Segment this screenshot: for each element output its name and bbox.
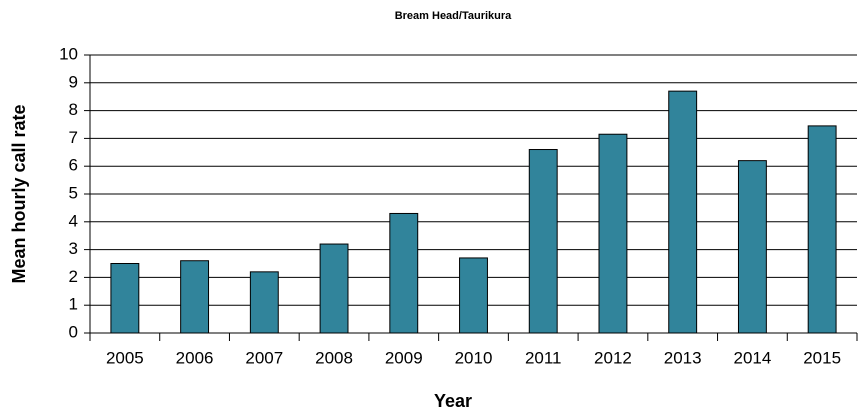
x-axis-label: Year: [434, 391, 472, 411]
bar: [528, 149, 558, 334]
y-tick-label: 5: [69, 183, 78, 202]
x-tick-label: 2014: [733, 348, 771, 367]
y-tick-label: 10: [59, 44, 78, 63]
y-tick-label: 3: [69, 239, 78, 258]
x-tick-label: 2013: [664, 348, 702, 367]
y-tick-label: 1: [69, 295, 78, 314]
x-tick-label: 2005: [106, 348, 144, 367]
x-tick-label: 2009: [385, 348, 423, 367]
bar: [668, 90, 698, 334]
bar: [737, 160, 767, 334]
bar: [598, 133, 628, 334]
bar: [249, 271, 279, 334]
x-tick-label: 2007: [245, 348, 283, 367]
x-tick-label: 2006: [176, 348, 214, 367]
bar: [459, 257, 488, 334]
x-tick-label: 2011: [525, 348, 562, 367]
bar: [389, 212, 419, 334]
y-tick-label: 4: [69, 211, 78, 230]
y-tick-label: 9: [69, 72, 78, 91]
bar: [319, 243, 349, 334]
y-axis-label: Mean hourly call rate: [9, 104, 29, 283]
y-tick-label: 8: [69, 100, 78, 119]
x-tick-label: 2012: [594, 348, 632, 367]
chart-title: Bream Head/Taurikura: [395, 10, 512, 22]
y-tick-label: 2: [69, 267, 78, 286]
y-tick-label: 7: [69, 128, 78, 147]
x-tick-label: 2015: [803, 348, 841, 367]
x-tick-label: 2008: [315, 348, 353, 367]
bar: [807, 125, 837, 334]
y-tick-label: 0: [69, 322, 78, 341]
y-tick-label: 6: [69, 156, 78, 175]
x-tick-label: 2010: [455, 348, 493, 367]
bar: [180, 260, 210, 334]
bar: [110, 263, 140, 334]
